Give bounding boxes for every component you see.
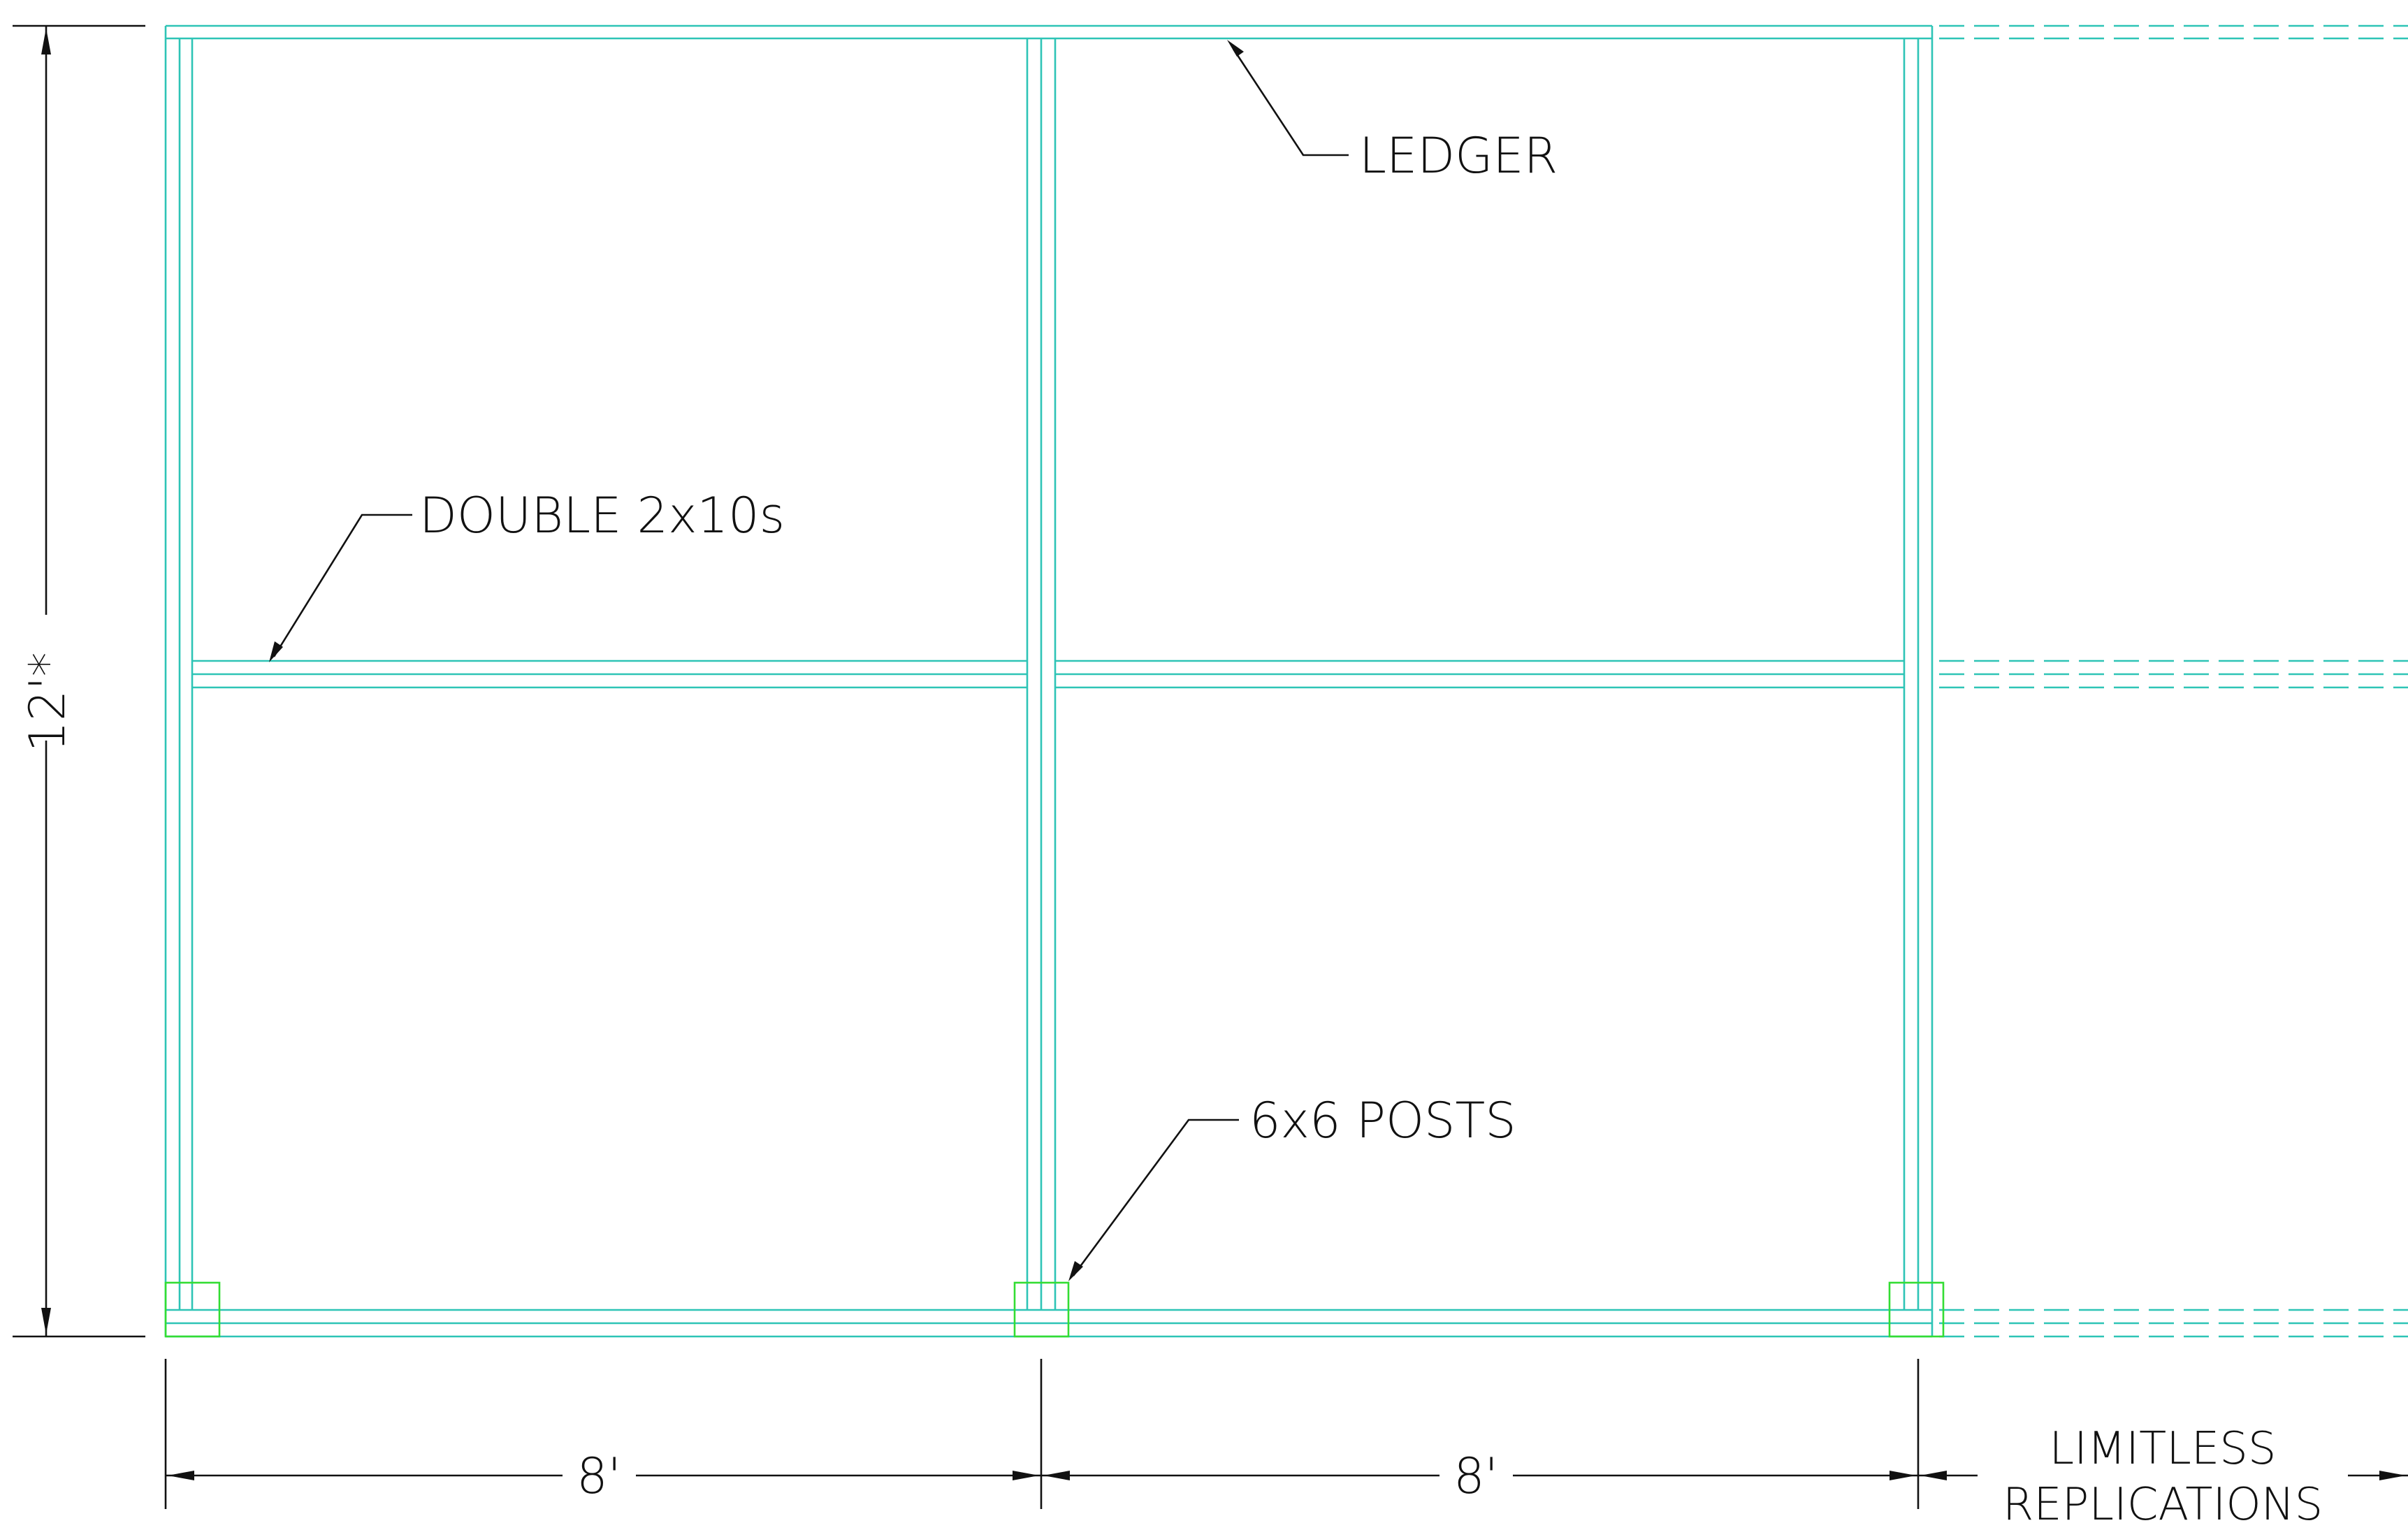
span-left-label: 8' <box>576 1448 621 1505</box>
limitless-replications-note: LIMITLESS REPLICATIONS <box>1918 1423 2408 1530</box>
post-left <box>164 1281 221 1338</box>
middle-beam <box>192 660 2408 689</box>
beam-label: DOUBLE 2x10s <box>419 487 785 544</box>
posts-label: 6x6 POSTS <box>1249 1092 1516 1149</box>
beam-callout: DOUBLE 2x10s <box>269 487 785 662</box>
post-middle <box>1013 1281 1070 1338</box>
span-right-label: 8' <box>1453 1448 1498 1505</box>
middle-joist <box>1026 38 1057 1310</box>
ledger-board <box>166 24 2408 40</box>
posts-callout: 6x6 POSTS <box>1068 1092 1516 1281</box>
post-right <box>1888 1281 1945 1338</box>
bottom-beam <box>166 1309 2408 1338</box>
right-joist <box>1903 26 1934 1336</box>
span-dimensions: 8' 8' <box>164 1359 1920 1509</box>
limitless-label-line2: REPLICATIONS <box>2003 1479 2323 1530</box>
ledger-label: LEDGER <box>1359 127 1558 184</box>
height-dimension-label: 12'* <box>19 652 76 752</box>
ledger-callout: LEDGER <box>1227 40 1558 184</box>
limitless-label-line1: LIMITLESS <box>2049 1423 2276 1475</box>
left-joist <box>164 26 194 1336</box>
height-dimension: 12'* <box>13 24 145 1338</box>
